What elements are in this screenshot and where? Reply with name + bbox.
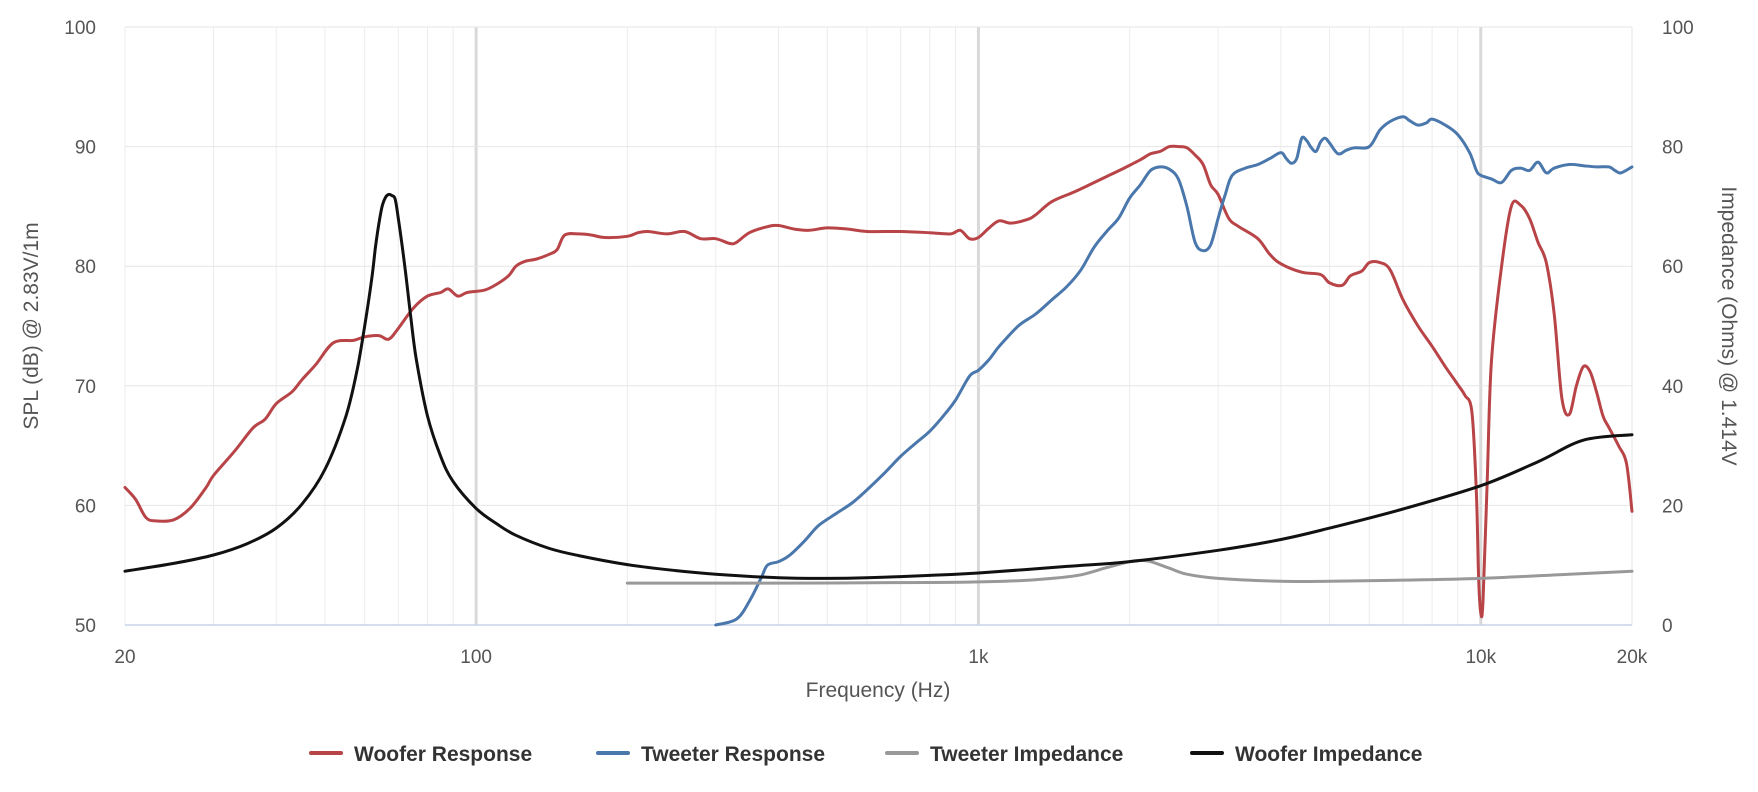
legend-item-woofer-impedance[interactable]: Woofer Impedance <box>1190 743 1422 766</box>
tick-layer: 20 100 1k 10k 20k 50 60 70 80 90 100 0 20 40 60 80 100 <box>64 18 1693 668</box>
legend-item-tweeter-response[interactable]: Tweeter Response <box>596 743 825 766</box>
series-line-woofer-response <box>123 144 1634 619</box>
y-left-tick-label: 60 <box>75 496 96 517</box>
legend-label: Woofer Impedance <box>1235 743 1422 766</box>
y-right-tick-label: 0 <box>1662 616 1673 637</box>
y-right-tick-label: 40 <box>1662 377 1683 398</box>
y-left-tick-label: 90 <box>75 138 96 159</box>
legend-item-tweeter-impedance[interactable]: Tweeter Impedance <box>885 743 1123 766</box>
legend-label: Woofer Response <box>354 743 532 766</box>
x-tick-label: 1k <box>968 647 989 668</box>
y-left-tick-label: 70 <box>75 377 96 398</box>
x-axis-title: Frequency (Hz) <box>806 679 951 702</box>
x-tick-label: 10k <box>1465 647 1496 668</box>
legend-item-woofer-response[interactable]: Woofer Response <box>309 743 532 766</box>
series-line-tweeter-response <box>714 115 1634 627</box>
y-left-tick-label: 80 <box>75 257 96 278</box>
y-right-tick-label: 60 <box>1662 257 1683 278</box>
y-left-tick-label: 100 <box>64 18 96 39</box>
y-right-tick-label: 80 <box>1662 138 1683 159</box>
x-tick-label: 100 <box>460 647 492 668</box>
x-tick-label: 20k <box>1617 647 1648 668</box>
legend-label: Tweeter Impedance <box>930 743 1123 766</box>
y-axis-left-title: SPL (dB) @ 2.83V/1m <box>20 222 43 429</box>
legend: Woofer Response Tweeter Response Tweeter I… <box>309 743 1422 766</box>
grid-layer <box>124 26 1633 626</box>
series-layer <box>123 115 1634 627</box>
y-right-tick-label: 20 <box>1662 496 1683 517</box>
y-axis-right-title: Impedance (Ohms) @ 1.414V <box>1717 186 1740 465</box>
y-right-tick-label: 100 <box>1662 18 1694 39</box>
y-left-tick-label: 50 <box>75 616 96 637</box>
series-line-woofer-impedance <box>123 192 1634 580</box>
x-tick-label: 20 <box>114 647 135 668</box>
legend-label: Tweeter Response <box>641 743 825 766</box>
